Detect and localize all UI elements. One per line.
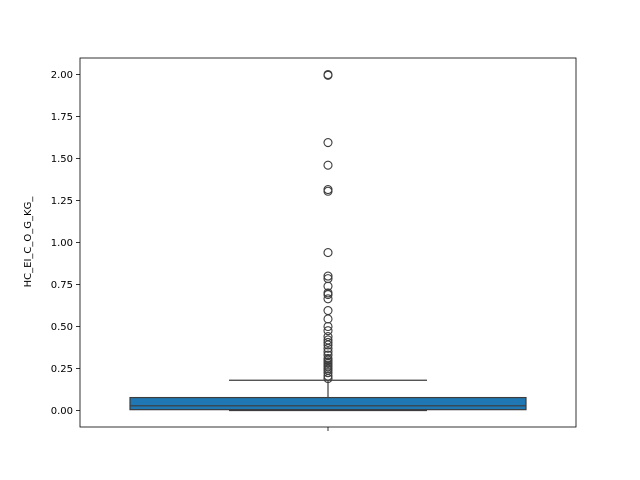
outlier-point: [323, 294, 333, 304]
y-axis-label: HC_EI_C_O_G_KG_: [23, 196, 34, 288]
outlier-point: [323, 290, 333, 300]
outlier-point: [323, 70, 333, 80]
y-tick-label: 0.50: [51, 322, 73, 333]
y-tick-label: 1.75: [51, 112, 73, 123]
outlier-point: [323, 160, 333, 170]
outlier-point: [323, 326, 333, 336]
outlier-point: [323, 321, 333, 332]
iqr-box: [129, 396, 527, 411]
y-tick-label: 1.50: [51, 154, 73, 165]
outlier-point: [323, 305, 333, 316]
y-tick-label: 0.00: [51, 406, 73, 417]
outlier-point: [323, 137, 333, 148]
outlier-point: [323, 314, 333, 324]
y-tick-label: 1.00: [51, 238, 73, 249]
outlier-point: [323, 343, 333, 353]
outlier-point: [323, 368, 333, 378]
outlier-point: [323, 374, 333, 384]
outlier-point: [323, 371, 333, 381]
outlier-point: [323, 186, 333, 196]
y-tick-label: 2.00: [51, 70, 73, 81]
outlier-point: [323, 248, 333, 258]
outlier-point: [323, 340, 333, 350]
outlier-point: [323, 271, 333, 281]
plot-area: 0.00 0.25 0.50 0.75 1.00 1.25 1.50 1.75 2.00: [51, 57, 577, 431]
y-tick-label: 1.25: [51, 196, 73, 207]
y-tick-label: 0.75: [51, 280, 73, 291]
outlier-point: [323, 337, 333, 348]
y-tick-label: 0.25: [51, 364, 73, 375]
